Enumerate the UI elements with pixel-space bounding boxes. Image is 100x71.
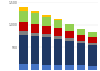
Bar [31, 24, 39, 33]
Bar [54, 19, 62, 20]
Bar [65, 65, 74, 70]
Bar [88, 66, 97, 70]
Bar [42, 26, 51, 34]
Bar [42, 37, 51, 65]
Bar [42, 65, 51, 70]
Bar [42, 17, 51, 26]
Bar [31, 36, 39, 64]
Bar [54, 36, 62, 39]
Bar [88, 37, 97, 43]
Bar [42, 15, 51, 17]
Bar [88, 32, 97, 37]
Bar [31, 64, 39, 70]
Bar [19, 11, 28, 22]
Bar [54, 28, 62, 36]
Bar [54, 39, 62, 65]
Bar [19, 7, 28, 11]
Bar [77, 29, 85, 35]
Bar [88, 45, 97, 66]
Bar [19, 64, 28, 70]
Bar [54, 65, 62, 70]
Bar [65, 31, 74, 38]
Bar [19, 31, 28, 35]
Bar [42, 34, 51, 37]
Bar [65, 41, 74, 65]
Bar [77, 41, 85, 43]
Bar [88, 43, 97, 45]
Bar [31, 11, 39, 13]
Bar [77, 65, 85, 70]
Bar [31, 33, 39, 36]
Bar [31, 13, 39, 24]
Bar [77, 35, 85, 41]
Bar [54, 20, 62, 28]
Bar [65, 24, 74, 31]
Bar [65, 38, 74, 41]
Bar [77, 43, 85, 65]
Bar [19, 35, 28, 64]
Bar [19, 22, 28, 31]
